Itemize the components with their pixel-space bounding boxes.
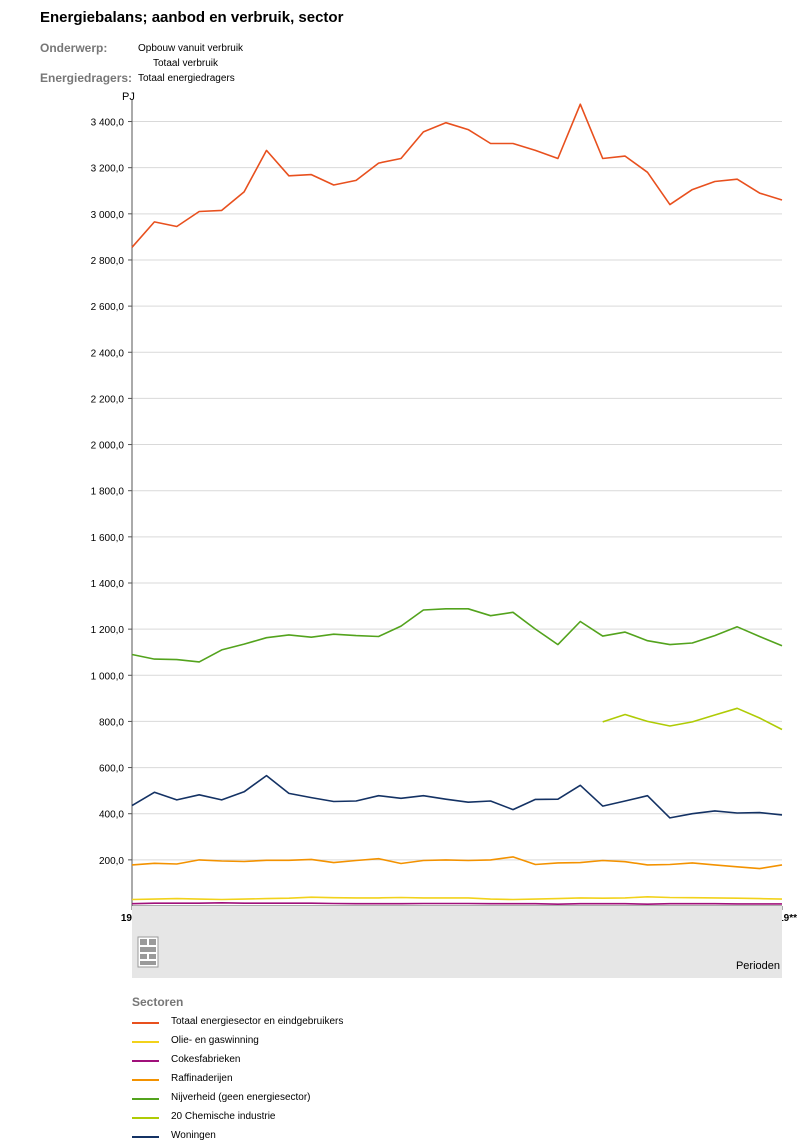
y-tick-label: 1 000,0 — [91, 671, 125, 682]
legend-swatch — [132, 1136, 159, 1138]
cbs-logo — [137, 936, 159, 973]
onderwerp-label: Onderwerp: — [40, 41, 108, 55]
y-tick-label: 2 800,0 — [91, 256, 125, 267]
legend-swatch — [132, 1041, 159, 1043]
y-tick-label: 2 200,0 — [91, 394, 125, 405]
y-tick-label: 2 600,0 — [91, 302, 125, 313]
y-tick-label: 3 000,0 — [91, 210, 125, 221]
series-line-6 — [131, 774, 783, 819]
x-axis-title: Perioden — [735, 960, 780, 972]
series-line-0 — [131, 103, 783, 248]
energiedragers-value: Totaal energiedragers — [138, 73, 235, 84]
legend-label: Woningen — [171, 1130, 216, 1141]
legend-swatch — [132, 1098, 159, 1100]
onderwerp-value-2: Totaal verbruik — [153, 58, 219, 69]
y-tick-label: 200,0 — [99, 856, 124, 867]
y-tick-label: 2 000,0 — [91, 441, 125, 452]
legend-swatch — [132, 1079, 159, 1081]
legend-label: Raffinaderijen — [171, 1073, 233, 1084]
legend-label: 20 Chemische industrie — [171, 1111, 276, 1122]
legend-swatch — [132, 1060, 159, 1062]
legend-label: Olie- en gaswinning — [171, 1035, 259, 1046]
y-axis-unit-label: PJ — [122, 91, 135, 103]
legend-title: Sectoren — [132, 995, 184, 1009]
y-tick-label: 1 400,0 — [91, 579, 125, 590]
y-tick-label: 1 800,0 — [91, 487, 125, 498]
y-tick-label: 1 600,0 — [91, 533, 125, 544]
page-title: Energiebalans; aanbod en verbruik, secto… — [40, 9, 344, 26]
legend-label: Cokesfabrieken — [171, 1054, 241, 1065]
series-line-5 — [602, 707, 783, 731]
y-tick-label: 2 400,0 — [91, 348, 125, 359]
y-tick-label: 3 400,0 — [91, 118, 125, 129]
series-line-1 — [131, 896, 783, 901]
legend-swatch — [132, 1117, 159, 1119]
series-line-2 — [131, 902, 782, 905]
y-tick-label: 400,0 — [99, 810, 124, 821]
legend-label: Totaal energiesector en eindgebruikers — [171, 1016, 344, 1027]
y-tick-label: 1 200,0 — [91, 625, 125, 636]
onderwerp-value-1: Opbouw vanuit verbruik — [138, 43, 244, 54]
legend-label: Nijverheid (geen energiesector) — [171, 1092, 311, 1103]
y-tick-label: 3 200,0 — [91, 164, 125, 175]
chart-footer: Perioden — [132, 906, 782, 978]
line-chart: 200,0 400,0 600,0 800,0 1 000,0 1 200,0 1 400,… — [91, 91, 797, 924]
y-tick-label: 600,0 — [99, 764, 124, 775]
series-line-3 — [131, 856, 783, 870]
series-line-4 — [131, 608, 783, 663]
energiedragers-label: Energiedragers: — [40, 71, 133, 85]
x-tick-label: 2019** — [767, 913, 797, 924]
legend-swatch — [132, 1022, 159, 1024]
y-tick-label: 800,0 — [99, 717, 124, 728]
